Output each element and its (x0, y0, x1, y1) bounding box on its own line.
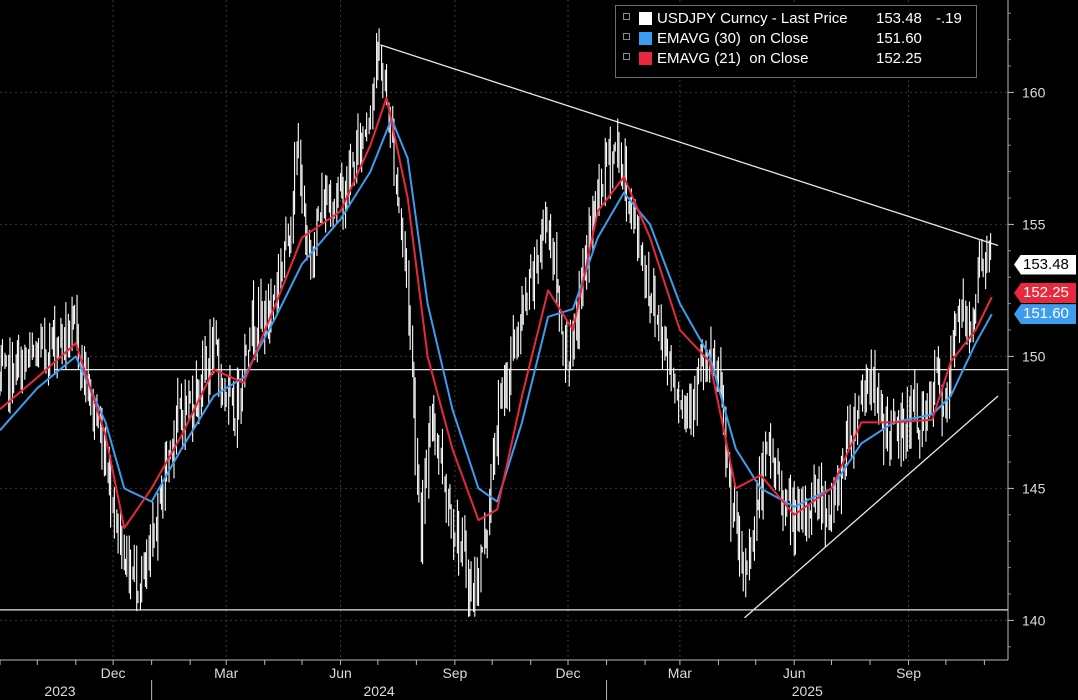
checkbox-icon[interactable] (623, 33, 630, 40)
x-tick-label: Mar (668, 665, 692, 681)
y-tick-label: 145 (1022, 480, 1046, 496)
year-label: 2025 (792, 683, 823, 699)
year-label: 2023 (44, 683, 75, 699)
x-tick-label: Dec (556, 665, 581, 681)
legend: USDJPY Curncy - Last Price 153.48 -.19 E… (615, 5, 977, 78)
ema21-tag: 152.25 (1014, 283, 1076, 304)
legend-label: EMAVG (30) on Close (657, 30, 809, 47)
x-tick-label: Jun (329, 665, 352, 681)
y-tick-label: 150 (1022, 348, 1046, 364)
plot-background (0, 0, 1008, 660)
price-bars (0, 28, 992, 617)
last-price-tag: 153.48 (1014, 254, 1076, 275)
year-label: 2024 (364, 683, 395, 699)
legend-change: -.19 (936, 10, 962, 27)
moving-averages (0, 96, 993, 529)
swatch-ema30 (639, 32, 652, 45)
checkbox-icon[interactable] (623, 13, 630, 20)
x-tick-label: Sep (896, 665, 921, 681)
swatch-ema21 (639, 52, 652, 65)
ema21-line (0, 96, 993, 529)
x-tick-label: Dec (101, 665, 126, 681)
legend-label: EMAVG (21) on Close (657, 50, 809, 67)
legend-row-ema30[interactable]: EMAVG (30) on Close 151.60 (616, 30, 976, 50)
swatch-price (639, 12, 652, 25)
legend-value: 153.48 (876, 10, 922, 27)
x-tick-label: Mar (214, 665, 238, 681)
legend-value: 152.25 (876, 50, 922, 67)
axes: 140 145 150 155 160 Dec Mar Jun Sep Dec Mar Jun Sep 2… (0, 0, 1046, 700)
y-tick-label: 140 (1022, 612, 1046, 628)
y-tick-label: 160 (1022, 84, 1046, 100)
trendline (744, 395, 999, 619)
y-tick-label: 155 (1022, 216, 1046, 232)
legend-row-ema21[interactable]: EMAVG (21) on Close 152.25 (616, 50, 976, 70)
x-tick-label: Jun (783, 665, 806, 681)
legend-label: USDJPY Curncy - Last Price (657, 10, 848, 27)
checkbox-icon[interactable] (623, 53, 630, 60)
ema30-tag: 151.60 (1014, 304, 1076, 325)
legend-value: 151.60 (876, 30, 922, 47)
trendline (380, 44, 999, 247)
x-tick-label: Sep (442, 665, 467, 681)
legend-row-price[interactable]: USDJPY Curncy - Last Price 153.48 -.19 (616, 10, 976, 30)
